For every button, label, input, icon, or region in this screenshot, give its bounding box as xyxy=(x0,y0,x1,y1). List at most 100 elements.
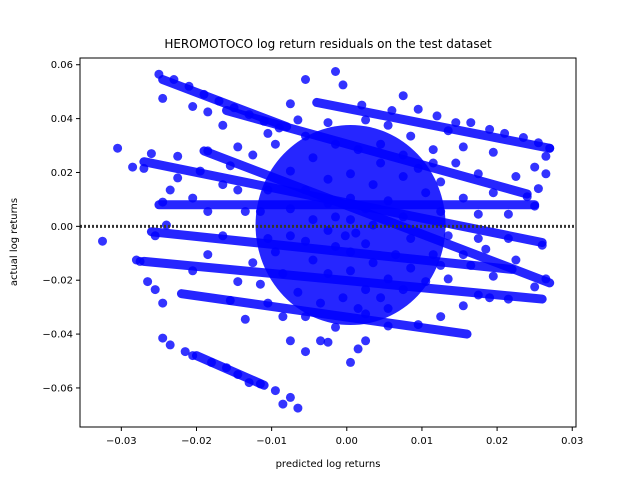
scatter-point xyxy=(361,309,370,318)
scatter-point xyxy=(414,320,423,329)
scatter-point xyxy=(185,82,194,91)
scatter-point xyxy=(230,103,239,112)
scatter-point xyxy=(316,336,325,345)
scatter-point xyxy=(158,198,167,207)
scatter-point xyxy=(203,107,212,116)
scatter-point xyxy=(256,207,265,216)
y-tick-label: −0.04 xyxy=(42,330,73,341)
scatter-point xyxy=(354,304,363,313)
scatter-point xyxy=(474,234,483,243)
scatter-point xyxy=(346,194,355,203)
scatter-point xyxy=(301,186,310,195)
scatter-point xyxy=(203,207,212,216)
scatter-point xyxy=(293,404,302,413)
scatter-point xyxy=(361,285,370,294)
scatter-point xyxy=(369,180,378,189)
x-tick-label: 0.01 xyxy=(411,436,433,447)
scatter-point xyxy=(139,164,148,173)
scatter-point xyxy=(459,142,468,151)
scatter-point xyxy=(98,237,107,246)
scatter-point xyxy=(256,379,265,388)
scatter-point xyxy=(444,231,453,240)
scatter-point xyxy=(154,70,163,79)
scatter-point xyxy=(301,132,310,141)
scatter-point xyxy=(414,164,423,173)
data-points xyxy=(98,67,554,413)
scatter-point xyxy=(485,125,494,134)
scatter-point xyxy=(354,145,363,154)
scatter-point xyxy=(203,146,212,155)
scatter-point xyxy=(188,102,197,111)
scatter-point xyxy=(414,105,423,114)
x-axis-ticks: −0.03 −0.02 −0.01 0.00 0.01 0.02 0.03 xyxy=(106,427,583,447)
scatter-point xyxy=(158,299,167,308)
scatter-point xyxy=(245,110,254,119)
scatter-point xyxy=(384,322,393,331)
scatter-point xyxy=(113,144,122,153)
scatter-point xyxy=(534,184,543,193)
y-axis-ticks: −0.06 −0.04 −0.02 0.00 0.02 0.04 0.06 xyxy=(42,60,80,394)
scatter-point xyxy=(143,277,152,286)
scatter-point xyxy=(309,215,318,224)
scatter-point xyxy=(545,144,554,153)
y-tick-label: 0.04 xyxy=(51,114,73,125)
y-tick-label: 0.00 xyxy=(51,222,73,233)
scatter-point xyxy=(248,258,257,267)
scatter-point xyxy=(233,186,242,195)
scatter-point xyxy=(466,118,475,127)
scatter-point xyxy=(339,80,348,89)
scatter-point xyxy=(384,304,393,313)
scatter-point xyxy=(260,117,269,126)
scatter-point xyxy=(429,145,438,154)
scatter-point xyxy=(399,172,408,181)
scatter-point xyxy=(151,231,160,240)
scatter-point xyxy=(436,261,445,270)
scatter-point xyxy=(331,67,340,76)
scatter-point xyxy=(331,212,340,221)
scatter-point xyxy=(399,151,408,160)
scatter-point xyxy=(361,204,370,213)
scatter-point xyxy=(523,192,532,201)
scatter-point xyxy=(346,358,355,367)
scatter-point xyxy=(361,336,370,345)
scatter-point xyxy=(357,101,366,110)
scatter-point xyxy=(278,269,287,278)
scatter-point xyxy=(147,149,156,158)
scatter-point xyxy=(309,256,318,265)
scatter-point xyxy=(384,274,393,283)
scatter-point xyxy=(500,129,509,138)
scatter-point xyxy=(376,293,385,302)
x-tick-label: −0.01 xyxy=(256,436,287,447)
scatter-point xyxy=(286,393,295,402)
scatter-point xyxy=(530,202,539,211)
scatter-point xyxy=(278,400,287,409)
scatter-point xyxy=(519,133,528,142)
scatter-point xyxy=(459,194,468,203)
scatter-point xyxy=(207,358,216,367)
scatter-point xyxy=(489,272,498,281)
x-axis-label: predicted log returns xyxy=(276,459,381,470)
scatter-point xyxy=(331,242,340,251)
scatter-point xyxy=(444,126,453,135)
scatter-point xyxy=(275,124,284,133)
scatter-point xyxy=(391,250,400,259)
scatter-point xyxy=(341,231,350,240)
scatter-point xyxy=(429,250,438,259)
scatter-point xyxy=(324,269,333,278)
scatter-point xyxy=(346,215,355,224)
scatter-point xyxy=(188,266,197,275)
x-tick-label: 0.03 xyxy=(561,436,583,447)
scatter-point xyxy=(271,386,280,395)
scatter-point xyxy=(301,347,310,356)
scatter-point xyxy=(233,142,242,151)
scatter-point xyxy=(541,152,550,161)
scatter-point xyxy=(384,121,393,130)
scatter-point xyxy=(399,212,408,221)
scatter-point xyxy=(466,261,475,270)
scatter-point xyxy=(534,138,543,147)
scatter-point xyxy=(151,285,160,294)
y-axis-label: actual log returns xyxy=(9,198,20,286)
scatter-point xyxy=(451,159,460,168)
y-tick-label: −0.02 xyxy=(42,276,73,287)
scatter-point xyxy=(222,363,231,372)
